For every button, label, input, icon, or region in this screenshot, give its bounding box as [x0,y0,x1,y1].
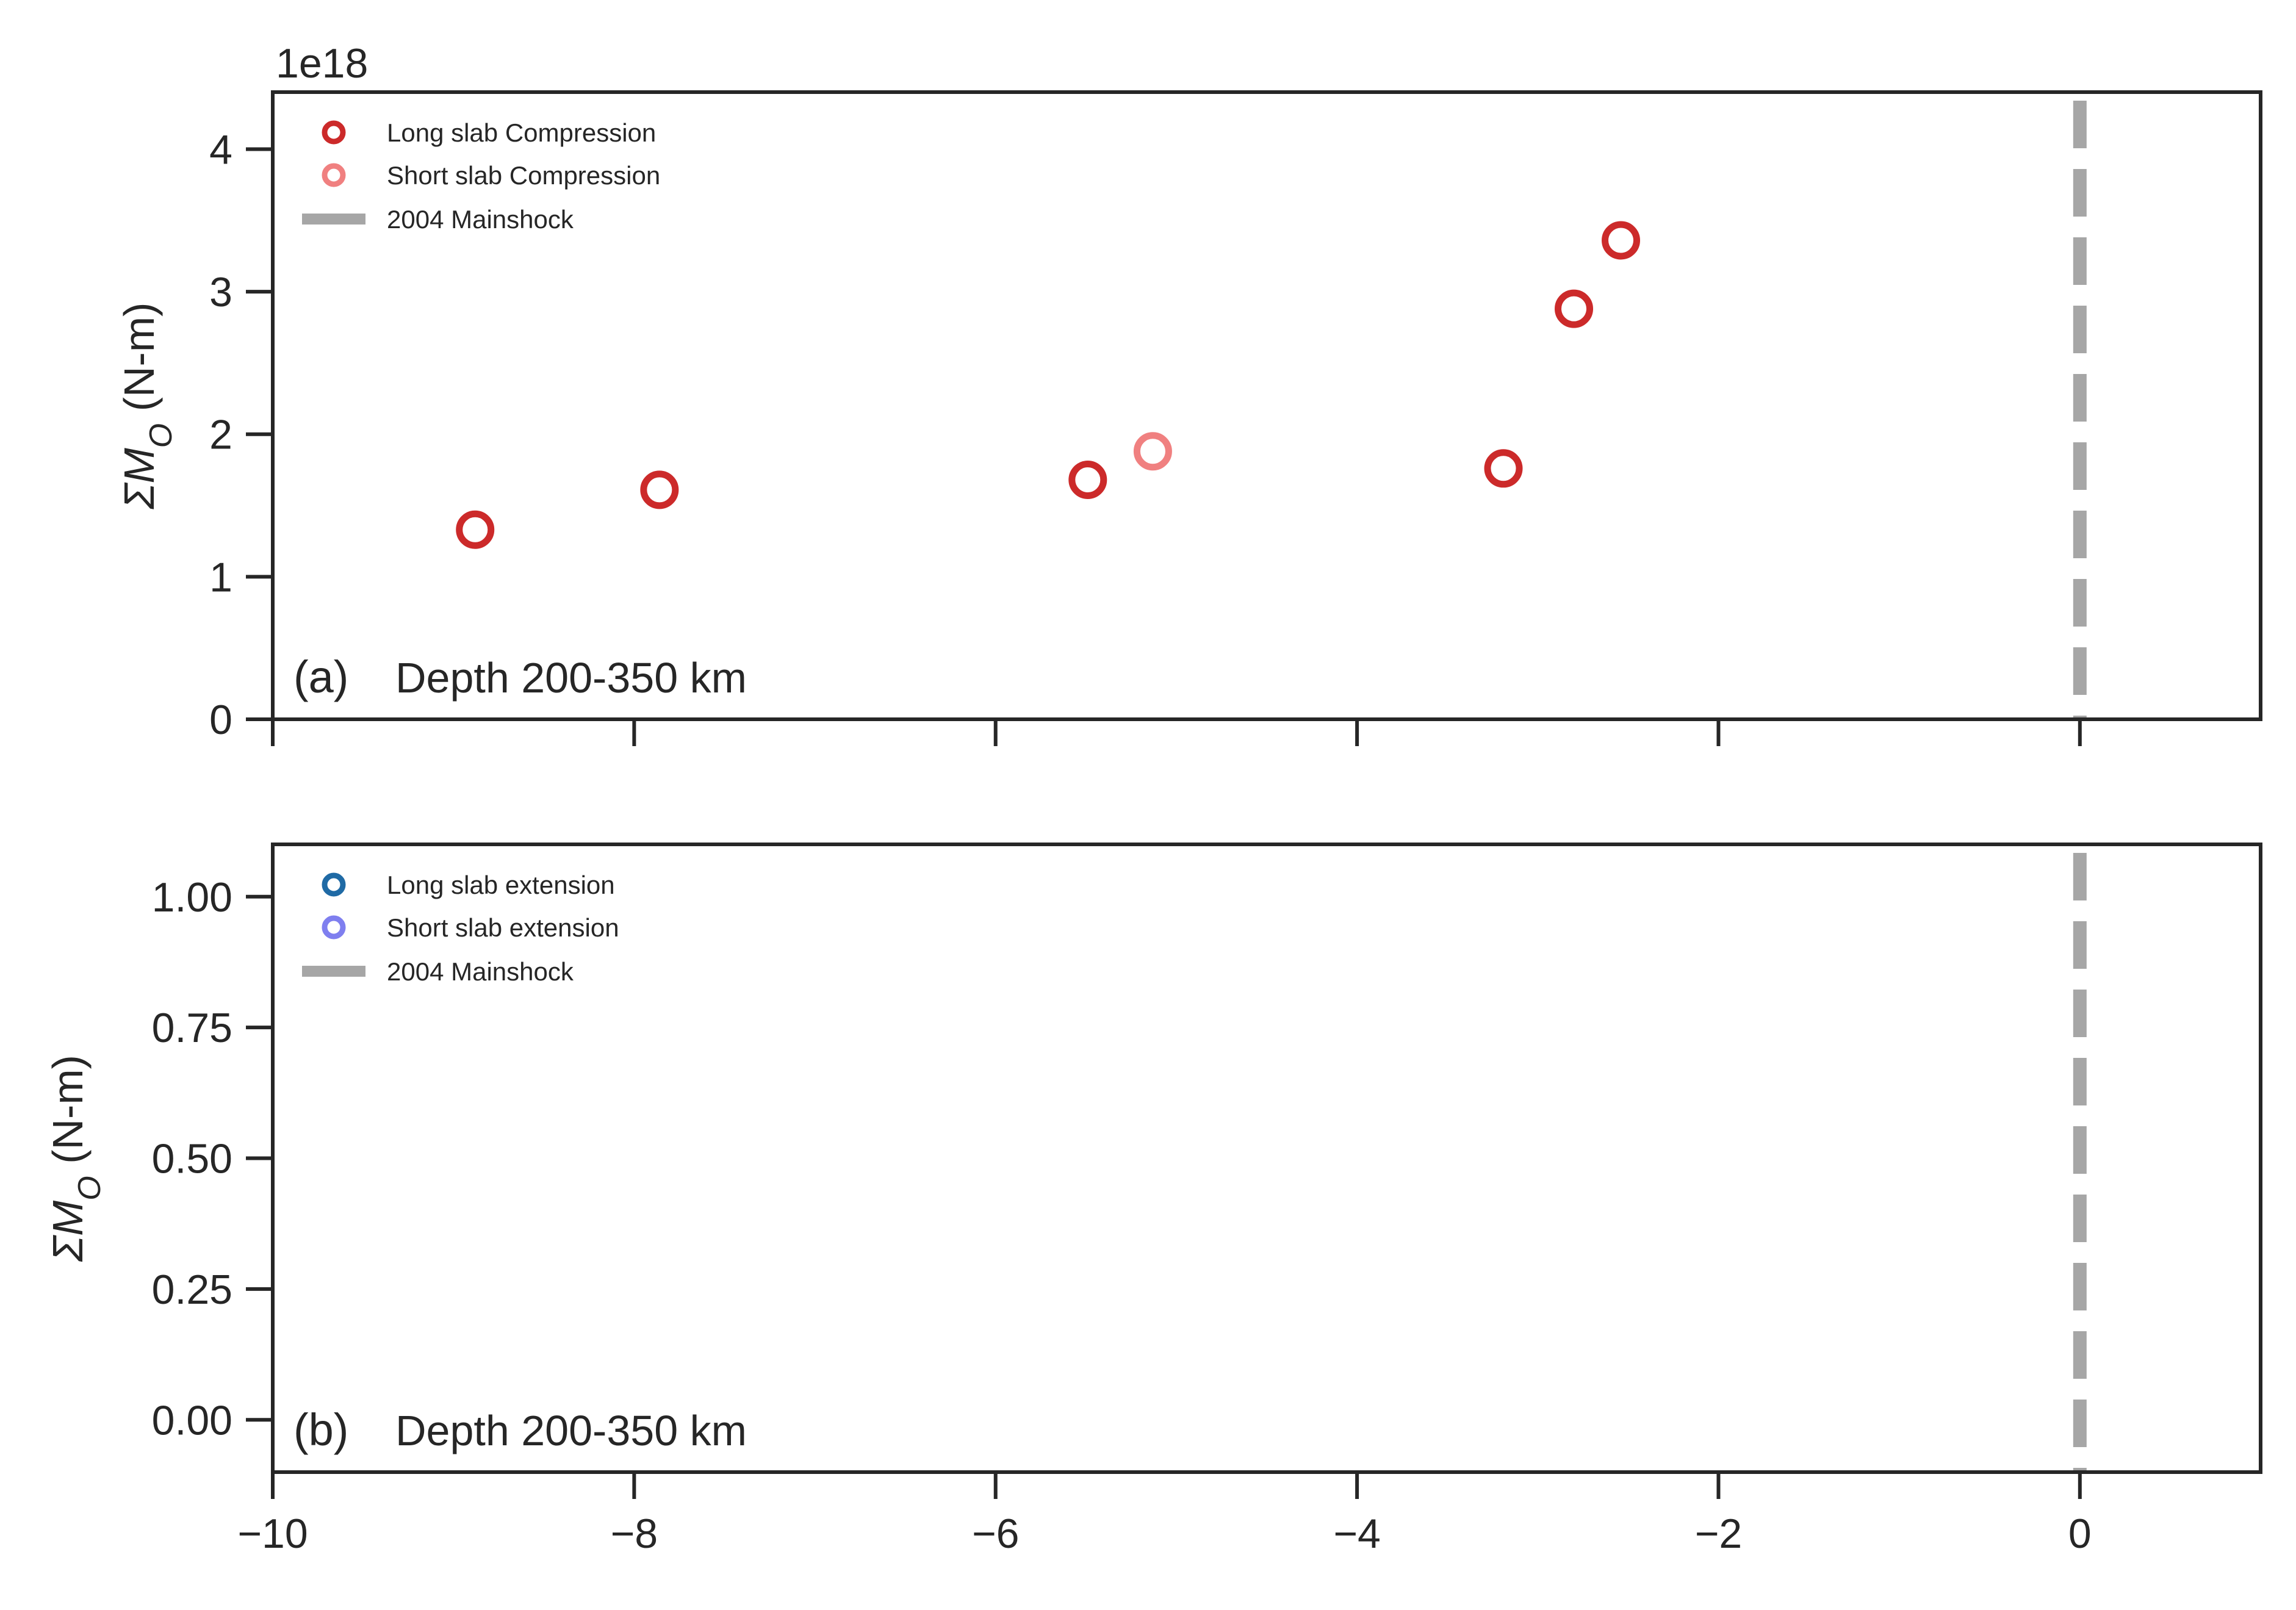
panel-annotation: Depth 200-350 km [395,654,747,702]
panel-tag: (a) [293,652,348,702]
data-point-long-slab-compression-1 [640,470,679,509]
y-axis-label: ΣMO (N-m) [115,303,179,510]
y-tick-label: 1.00 [152,874,232,921]
axes-frame [271,90,2262,721]
legend-marker-0 [322,872,346,897]
legend: Long slab extension Short slab extension 2… [302,871,619,986]
legend-label: 2004 Mainshock [387,205,574,234]
panel-b: −10 −8 −6 −4 −2 0 0.00 0.25 0.50 0.75 1.00 ΣMO (N-m… [44,843,2262,1557]
x-tick-label: −10 [237,1511,308,1557]
y-scale-label: 1e18 [276,40,368,87]
y-axis-label-unit: (N-m) [115,303,163,423]
y-axis-label-symbol: ΣM [44,1200,92,1262]
y-tick-label: 3 [209,269,232,315]
y-tick-label: 0.75 [152,1005,232,1051]
panel-a: 0 1 2 3 4 1e18 ΣMO (N-m) (a) Depth 200-350 km Lon… [115,40,2262,746]
y-axis-label-subscript: O [72,1176,107,1200]
x-tick-label: −8 [611,1511,658,1557]
y-tick-label: 1 [209,554,232,600]
legend-label: Short slab Compression [387,161,660,190]
panel-annotation: Depth 200-350 km [395,1407,747,1454]
data-point-long-slab-compression-0 [456,510,495,549]
y-tick-label: 0.50 [152,1136,232,1182]
legend: Long slab Compression Short slab Compress… [302,118,660,234]
y-tick-label: 0 [209,697,232,743]
y-tick-label: 0.00 [152,1397,232,1443]
data-point-long-slab-compression-3 [1484,449,1523,488]
x-tick-label: 0 [2068,1511,2092,1557]
legend-marker-1 [322,915,346,940]
data-point-long-slab-compression-5 [1602,221,1641,260]
data-point-long-slab-compression-2 [1068,460,1107,499]
y-tick-label: 2 [209,412,232,458]
x-tick-label: −6 [972,1511,1020,1557]
x-tick-label: −4 [1333,1511,1381,1557]
y-axis-label-subscript: O [143,423,179,448]
legend-label: 2004 Mainshock [387,957,574,986]
y-axis-label-unit: (N-m) [44,1055,92,1176]
legend-marker-0 [322,120,346,145]
legend-label: Long slab Compression [387,118,656,147]
y-axis-label: ΣMO (N-m) [44,1055,107,1262]
y-tick-label: 4 [209,126,232,173]
legend-label: Long slab extension [387,871,615,899]
panel-tag: (b) [293,1404,348,1455]
y-axis-label-symbol: ΣM [115,448,163,510]
data-point-short-slab-compression-0 [1133,432,1172,471]
y-tick-label: 0.25 [152,1267,232,1313]
legend-label: Short slab extension [387,913,619,942]
x-tick-label: −2 [1695,1511,1743,1557]
legend-marker-1 [322,163,346,187]
data-point-long-slab-compression-4 [1555,289,1594,328]
